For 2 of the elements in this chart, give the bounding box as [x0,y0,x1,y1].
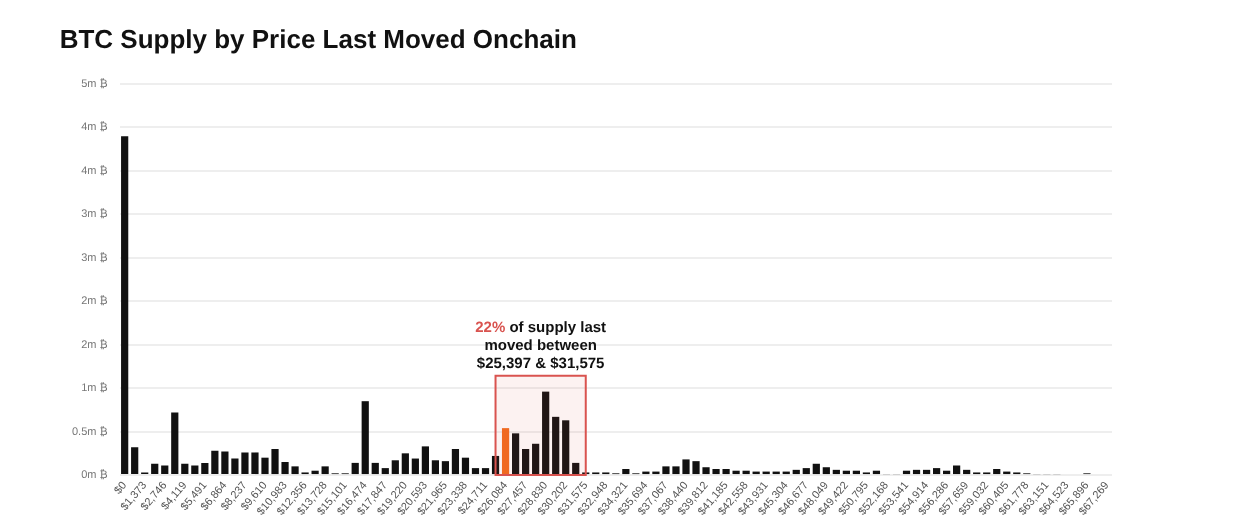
bar [501,428,510,475]
chart-title: BTC Supply by Price Last Moved Onchain [59,24,577,55]
